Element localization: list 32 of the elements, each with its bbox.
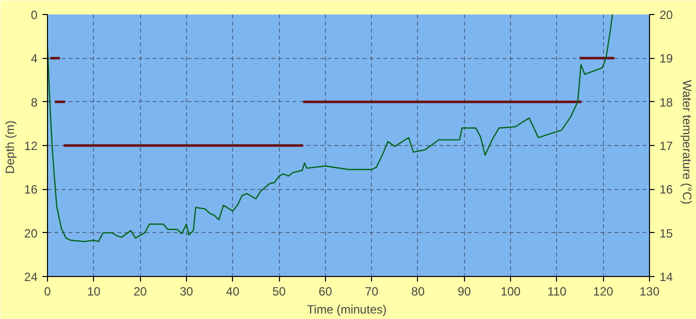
y-tick-label: 16 xyxy=(24,182,38,197)
y-tick-label: 0 xyxy=(30,8,38,22)
y-tick-label: 20 xyxy=(24,226,38,240)
y-axis-title: Depth (m) xyxy=(3,120,18,174)
y-tick-label: 8 xyxy=(30,95,38,110)
y-tick-label: 12 xyxy=(24,139,38,153)
x-tick-label: 30 xyxy=(180,284,194,298)
x-tick-label: 110 xyxy=(547,284,567,298)
line-series xyxy=(48,14,614,242)
x-tick-label: 130 xyxy=(639,284,660,298)
y2-tick-label: 19 xyxy=(660,52,674,66)
x-tick-label: 0 xyxy=(44,284,52,298)
x-tick-label: 80 xyxy=(411,284,425,298)
x-tick-label: 50 xyxy=(272,284,286,298)
x-tick-label: 100 xyxy=(500,284,521,298)
x-tick-label: 20 xyxy=(133,284,148,298)
y-tick-label: 24 xyxy=(24,270,38,284)
x-tick-label: 10 xyxy=(87,284,101,298)
x-tick-label: 70 xyxy=(364,284,379,298)
y2-tick-label: 18 xyxy=(660,95,674,110)
y2-tick-label: 17 xyxy=(660,139,674,153)
y2-tick-label: 16 xyxy=(660,182,674,197)
y-tick-label: 4 xyxy=(30,52,38,66)
y2-tick-label: 15 xyxy=(660,226,674,240)
y2-axis-title: Water temperature (°C) xyxy=(680,80,694,204)
y2-tick-label: 14 xyxy=(660,270,674,284)
x-tick-label: 60 xyxy=(318,284,332,298)
x-axis-title: Time (minutes) xyxy=(307,302,387,316)
x-tick-label: 120 xyxy=(593,284,614,298)
y2-tick-label: 20 xyxy=(660,8,674,22)
x-tick-label: 90 xyxy=(458,284,472,298)
x-tick-label: 40 xyxy=(226,284,240,298)
